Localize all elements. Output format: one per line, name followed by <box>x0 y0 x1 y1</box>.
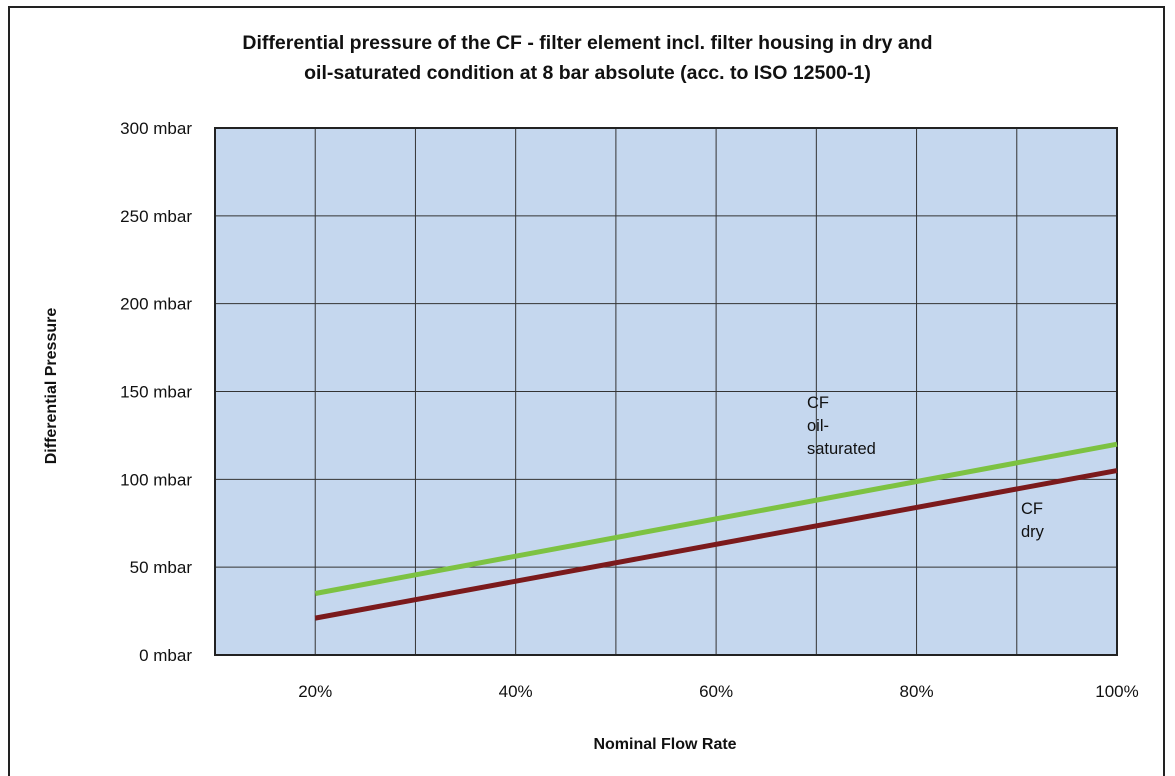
series-label-line: CF <box>1021 500 1043 518</box>
series-line-dry <box>314 468 1118 621</box>
chart-title: Differential pressure of the CF - filter… <box>0 28 1175 88</box>
series-label-dry: CF dry <box>1021 500 1045 541</box>
x-tick-label: 20% <box>298 682 332 701</box>
chart-title-line-2: oil-saturated condition at 8 bar absolut… <box>304 62 871 84</box>
y-tick-label: 50 mbar <box>130 558 193 577</box>
series-label-line: dry <box>1021 523 1045 541</box>
series-line-oil-saturated <box>314 441 1118 596</box>
chart-title-line-1: Differential pressure of the CF - filter… <box>242 32 933 54</box>
x-tick-label: 40% <box>499 682 533 701</box>
y-tick-label: 200 mbar <box>120 295 192 314</box>
y-tick-label: 250 mbar <box>120 207 192 226</box>
x-tick-label: 80% <box>900 682 934 701</box>
series-label-line: saturated <box>807 440 876 458</box>
x-axis-title: Nominal Flow Rate <box>593 736 736 753</box>
x-tick-label: 100% <box>1095 682 1138 701</box>
y-tick-label: 150 mbar <box>120 383 192 402</box>
series-label-line: CF <box>807 394 829 412</box>
y-tick-label: 100 mbar <box>120 470 192 489</box>
x-tick-label: 60% <box>699 682 733 701</box>
y-tick-label: 300 mbar <box>120 119 192 138</box>
plot-border <box>214 127 1118 656</box>
series-label-line: oil- <box>807 417 829 435</box>
y-tick-label: 0 mbar <box>139 646 192 665</box>
series-label-oil-saturated: CF oil-saturated <box>807 394 876 458</box>
y-axis-title: Differential Pressure <box>43 308 60 465</box>
